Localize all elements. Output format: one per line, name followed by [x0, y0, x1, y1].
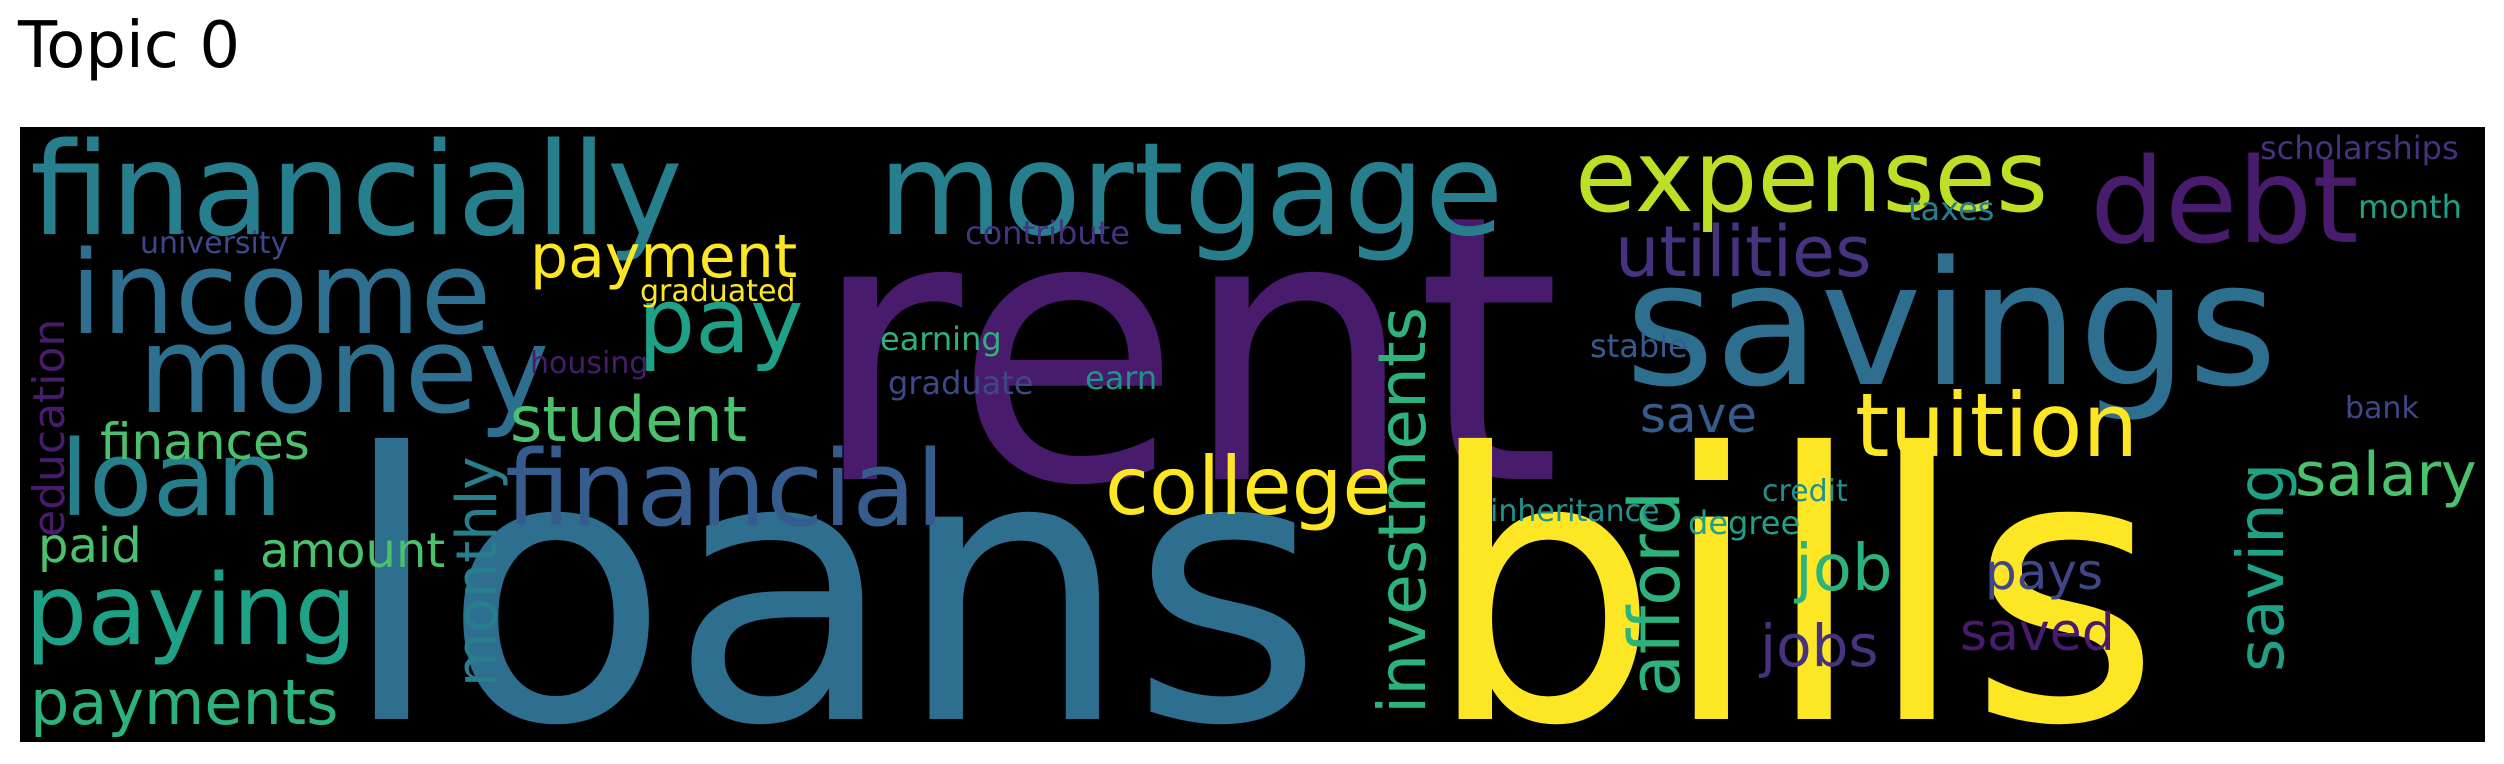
word-housing: earning: [880, 320, 1002, 358]
word-cloud: rent loans bills savings financially mor…: [20, 127, 2485, 742]
word-financially: financially: [30, 127, 683, 265]
word-university: contribute: [965, 214, 1130, 252]
word-month: housing: [530, 346, 649, 381]
word-payments: payments: [30, 666, 339, 739]
word-student: student: [510, 383, 748, 456]
word-fund: amount: [260, 523, 446, 579]
word-college: college: [1105, 440, 1392, 533]
word-paying: paying: [25, 554, 357, 668]
word-expenses: expenses: [1575, 127, 2049, 235]
word-amount: paid: [38, 518, 142, 574]
word-jobs: jobs: [1760, 612, 1879, 680]
word-money: money: [138, 302, 550, 441]
word-earning: graduate: [888, 364, 1034, 402]
word-utilities: utilities: [1615, 211, 1872, 293]
word-graduated: taxes: [1908, 190, 1995, 228]
word-scholarships: university: [140, 226, 289, 261]
word-education: education: [24, 318, 75, 537]
word-loans: loans: [340, 377, 1324, 742]
word-savings: savings: [1625, 224, 2278, 425]
word-income: income: [70, 227, 492, 361]
word-bills: bills: [1425, 377, 2162, 742]
word-credit: inheritance: [1490, 494, 1660, 529]
word-debt: debt: [2090, 132, 2359, 270]
word-investments: scholarships: [2260, 129, 2459, 167]
word-saving: saving: [2225, 462, 2299, 672]
word-salary: save: [1640, 386, 1758, 444]
word-loan: loan: [60, 418, 283, 540]
word-monthly: monthly: [445, 456, 510, 687]
figure-title: Topic 0: [18, 9, 241, 83]
word-taxes: month: [2358, 188, 2462, 226]
word-rent: rent: [810, 137, 1562, 567]
word-pay: pay: [638, 269, 804, 374]
word-inheritance: degree: [1688, 504, 1801, 542]
word-financial: financial: [505, 428, 945, 550]
word-contribute: graduated: [640, 274, 796, 309]
word-job: job: [1795, 532, 1893, 606]
word-bank: credit: [1762, 474, 1848, 509]
word-stable: bank: [2345, 391, 2419, 426]
word-saved: saved: [1960, 603, 2115, 663]
word-save: investments: [1364, 306, 1441, 714]
word-mortgage: mortgage: [878, 127, 1504, 265]
word-tuition: tuition: [1855, 374, 2139, 477]
word-graduate: earn: [1085, 359, 1158, 397]
word-paid: salary: [2295, 440, 2477, 510]
word-earn: stable: [1590, 327, 1688, 365]
word-finances: finances: [100, 413, 310, 471]
word-payment: payment: [530, 222, 798, 292]
word-pays: pays: [1985, 543, 2104, 601]
